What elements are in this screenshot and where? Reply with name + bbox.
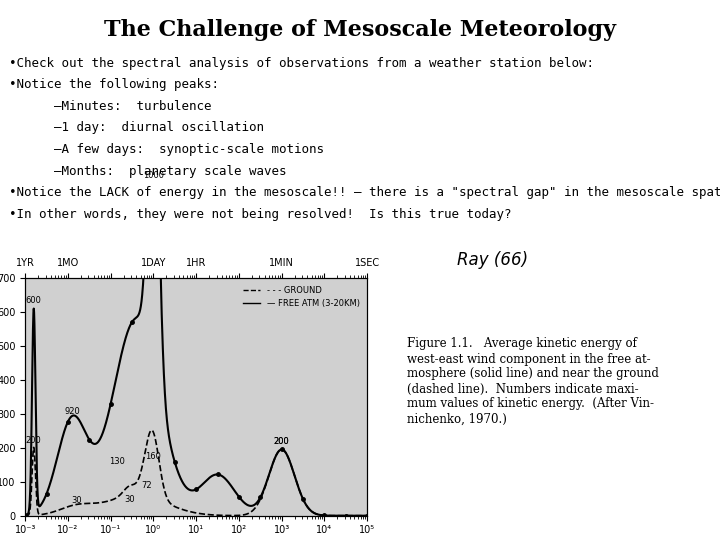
Text: Ray (66): Ray (66) xyxy=(457,251,528,269)
Text: 200: 200 xyxy=(26,436,42,445)
Text: –Minutes:  turbulence: –Minutes: turbulence xyxy=(9,100,211,113)
Text: 30: 30 xyxy=(125,495,135,504)
Text: The Challenge of Mesoscale Meteorology: The Challenge of Mesoscale Meteorology xyxy=(104,19,616,41)
Text: –Months:  planetary scale waves: –Months: planetary scale waves xyxy=(9,165,286,178)
Text: 160: 160 xyxy=(145,452,161,461)
Text: 30: 30 xyxy=(71,496,82,505)
Text: Figure 1.1.   Average kinetic energy of
west-east wind component in the free at-: Figure 1.1. Average kinetic energy of we… xyxy=(407,338,659,426)
Text: 200: 200 xyxy=(274,437,289,446)
Text: •In other words, they were not being resolved!  Is this true today?: •In other words, they were not being res… xyxy=(9,208,511,221)
Text: 130: 130 xyxy=(109,457,125,467)
Text: •Notice the LACK of energy in the mesoscale!! – there is a "spectral gap" in the: •Notice the LACK of energy in the mesosc… xyxy=(9,186,720,199)
Text: –A few days:  synoptic-scale motions: –A few days: synoptic-scale motions xyxy=(9,143,324,156)
Text: •Notice the following peaks:: •Notice the following peaks: xyxy=(9,78,219,91)
Legend: - - - GROUND, — FREE ATM (3-20KM): - - - GROUND, — FREE ATM (3-20KM) xyxy=(240,282,363,311)
Text: 920: 920 xyxy=(64,407,80,416)
Text: 1000: 1000 xyxy=(143,171,164,180)
Text: 600: 600 xyxy=(26,296,42,305)
Text: –1 day:  diurnal oscillation: –1 day: diurnal oscillation xyxy=(9,122,264,134)
Text: 200: 200 xyxy=(274,437,289,446)
Text: •Check out the spectral analysis of observations from a weather station below:: •Check out the spectral analysis of obse… xyxy=(9,57,593,70)
Text: 72: 72 xyxy=(142,481,153,490)
